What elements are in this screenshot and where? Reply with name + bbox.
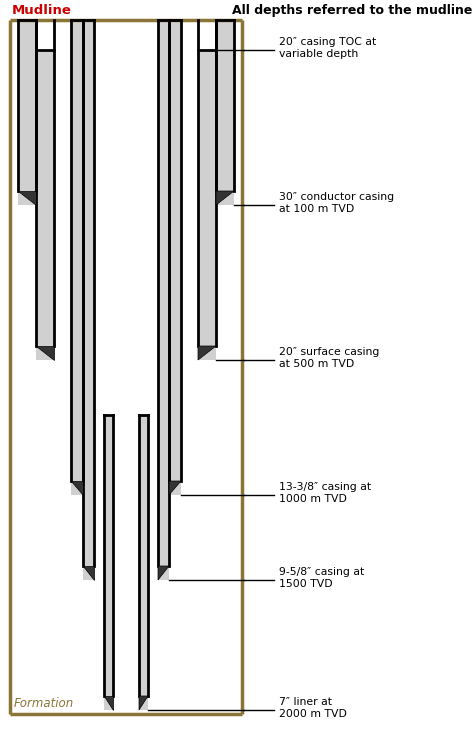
Bar (169, 20, 181, 495)
Text: Mudline: Mudline (12, 4, 72, 17)
Polygon shape (71, 481, 83, 495)
Bar (139, 415, 148, 710)
Polygon shape (198, 346, 216, 360)
Bar (71, 20, 83, 495)
Bar (158, 20, 169, 580)
Text: 13-3/8″ casing at
1000 m TVD: 13-3/8″ casing at 1000 m TVD (279, 482, 371, 504)
Polygon shape (104, 696, 113, 710)
Bar (216, 20, 234, 205)
Text: 30″ conductor casing
at 100 m TVD: 30″ conductor casing at 100 m TVD (279, 192, 394, 213)
Text: 7″ liner at
2000 m TVD: 7″ liner at 2000 m TVD (279, 697, 347, 719)
Bar (83, 20, 94, 580)
Text: All depths referred to the mudline: All depths referred to the mudline (232, 4, 472, 17)
Polygon shape (169, 481, 181, 495)
Text: 20″ surface casing
at 500 m TVD: 20″ surface casing at 500 m TVD (279, 347, 379, 369)
Polygon shape (158, 566, 169, 580)
Text: 9-5/8″ casing at
1500 TVD: 9-5/8″ casing at 1500 TVD (279, 567, 364, 588)
Polygon shape (83, 566, 94, 580)
Bar (36, 50, 54, 360)
Bar (198, 50, 216, 360)
Polygon shape (216, 191, 234, 205)
Polygon shape (18, 191, 36, 205)
Bar (104, 415, 113, 710)
Polygon shape (139, 696, 148, 710)
Bar (18, 20, 36, 205)
Text: 20″ casing TOC at
variable depth: 20″ casing TOC at variable depth (279, 37, 376, 58)
Polygon shape (36, 346, 54, 360)
Text: Formation: Formation (14, 697, 74, 710)
